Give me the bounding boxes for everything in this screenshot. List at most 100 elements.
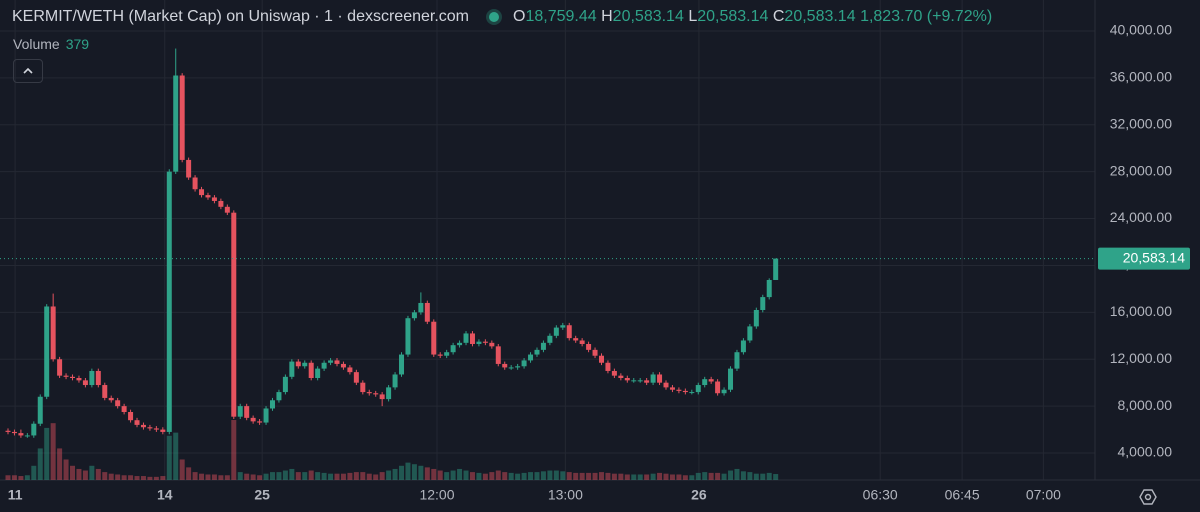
- candle-body: [405, 318, 411, 355]
- volume-bar: [205, 474, 211, 480]
- volume-bar: [444, 472, 450, 480]
- volume-bar: [257, 475, 263, 480]
- candle-body: [482, 341, 488, 343]
- candle-body: [205, 195, 211, 198]
- candle-body: [379, 394, 385, 400]
- candle-body: [179, 75, 185, 160]
- header: KERMIT/WETH (Market Cap) on Uniswap · 1 …: [12, 8, 992, 26]
- volume-bar: [5, 475, 11, 480]
- candle-body: [721, 389, 727, 394]
- volume-bar: [63, 459, 69, 480]
- volume-bar: [11, 475, 17, 480]
- candle-body: [502, 363, 508, 368]
- volume-bar: [340, 473, 346, 480]
- candle-body: [618, 375, 624, 378]
- volume-bar: [489, 472, 495, 480]
- volume-bar: [199, 473, 205, 480]
- volume-bar: [140, 476, 146, 480]
- volume-bar: [224, 475, 230, 480]
- candle-body: [244, 406, 250, 418]
- candle-body: [760, 297, 766, 310]
- volume-bar: [24, 475, 30, 480]
- volume-bar: [424, 467, 430, 480]
- candle-body: [695, 385, 701, 393]
- candle-body: [753, 309, 759, 327]
- candle-body: [192, 177, 198, 190]
- volume-bar: [373, 474, 379, 480]
- x-tick-label: 26: [691, 487, 707, 503]
- candle-body: [605, 362, 611, 371]
- volume-bar: [411, 464, 417, 480]
- candle-body: [289, 361, 295, 377]
- candle-body: [521, 360, 527, 367]
- legend-value: 20,583.14: [612, 8, 684, 25]
- candle-body: [224, 206, 230, 213]
- volume-bar: [650, 473, 656, 480]
- volume-bar: [179, 459, 185, 480]
- candle-body: [547, 335, 553, 343]
- volume-bar: [702, 472, 708, 480]
- candle-body: [689, 392, 695, 394]
- candle-body: [766, 279, 772, 298]
- volume-bar: [231, 420, 237, 480]
- candle-body: [663, 382, 669, 388]
- candle-body: [637, 380, 643, 382]
- volume-bar: [76, 468, 82, 480]
- legend-label: L: [688, 8, 698, 25]
- y-tick-label: 12,000.00: [1110, 350, 1172, 366]
- collapse-button[interactable]: [13, 59, 43, 83]
- candle-body: [57, 359, 63, 376]
- volume-bar: [192, 472, 198, 480]
- volume-bar: [728, 470, 734, 480]
- candle-body: [437, 354, 443, 356]
- volume-bar: [431, 468, 437, 480]
- candle-body: [560, 325, 566, 328]
- candle-body: [257, 421, 263, 423]
- candle-body: [624, 377, 630, 381]
- volume-bar: [121, 475, 127, 480]
- candle-body: [11, 431, 17, 434]
- volume-bar: [611, 473, 617, 480]
- candle-body: [444, 352, 450, 356]
- volume-bar: [366, 473, 372, 480]
- candle-body: [199, 189, 205, 196]
- candle-body: [18, 433, 24, 436]
- candle-body: [728, 368, 734, 390]
- candle-body: [734, 352, 740, 369]
- volume-bar: [153, 476, 159, 480]
- candle-body: [611, 370, 617, 376]
- candle-body: [37, 396, 43, 424]
- candle-body: [153, 428, 159, 430]
- volume-bar: [566, 472, 572, 480]
- candle-body: [76, 377, 82, 381]
- volume-bar: [528, 472, 534, 480]
- candle-body: [373, 393, 379, 395]
- candle-body: [282, 376, 288, 393]
- volume-bar: [598, 472, 604, 480]
- candle-body: [147, 427, 153, 429]
- y-tick-label: 36,000.00: [1110, 69, 1172, 85]
- volume-bar: [437, 470, 443, 480]
- candle-body: [50, 306, 56, 360]
- volume-bar: [263, 473, 269, 480]
- volume-bar: [115, 474, 121, 480]
- volume-bar: [482, 473, 488, 480]
- x-tick-label: 07:00: [1026, 487, 1061, 503]
- candle-body: [115, 400, 121, 407]
- legend-value: 20,583.14: [697, 8, 769, 25]
- candle-body: [592, 349, 598, 356]
- settings-button[interactable]: [1139, 489, 1157, 505]
- volume-bar: [405, 462, 411, 480]
- volume-bar: [760, 473, 766, 480]
- legend-label: C: [772, 8, 785, 25]
- volume-bar: [386, 470, 392, 480]
- volume-bar: [508, 472, 514, 480]
- volume-bar: [147, 476, 153, 480]
- volume-bar: [708, 472, 714, 480]
- y-tick-label: 8,000.00: [1118, 397, 1173, 413]
- volume-bar: [295, 472, 301, 480]
- volume-bar: [676, 474, 682, 480]
- legend-change: 1,823.70 (+9.72%): [860, 8, 993, 25]
- candle-body: [121, 406, 127, 412]
